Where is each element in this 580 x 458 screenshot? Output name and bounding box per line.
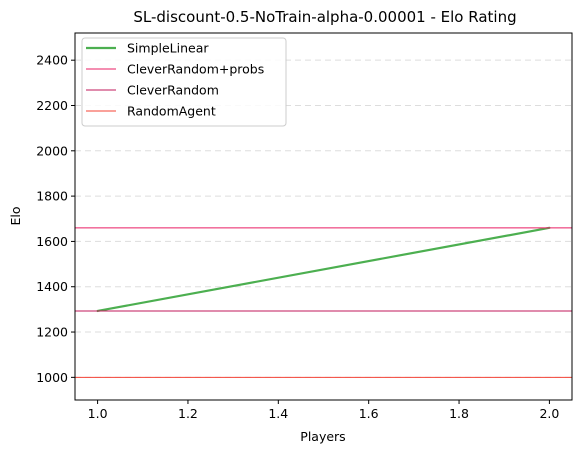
x-tick-label: 1.2 bbox=[178, 406, 198, 421]
axis-ticks: 1000 1200 1400 1600 1800 2000 2200 2400 1.0 1.2 1.… bbox=[36, 53, 559, 421]
y-tick-label: 1600 bbox=[36, 234, 68, 249]
y-tick-label: 1400 bbox=[36, 279, 68, 294]
series-line-simplelinear bbox=[96, 226, 551, 313]
legend-label-cleverrandom: CleverRandom bbox=[127, 83, 219, 98]
legend-label-simplelinear: SimpleLinear bbox=[127, 41, 209, 56]
y-tick-label: 1200 bbox=[36, 325, 68, 340]
y-axis-label: Elo bbox=[8, 206, 23, 225]
y-tick-label: 2200 bbox=[36, 98, 68, 113]
y-tick-label: 1800 bbox=[36, 189, 68, 204]
x-tick-label: 1.4 bbox=[268, 406, 288, 421]
legend: SimpleLinear CleverRandom+probs CleverRand… bbox=[81, 37, 287, 127]
x-tick-label: 1.6 bbox=[359, 406, 379, 421]
x-tick-label: 1.0 bbox=[88, 406, 108, 421]
plot-frame bbox=[74, 32, 573, 401]
series-lines bbox=[75, 226, 572, 378]
x-tick-label: 2.0 bbox=[539, 406, 559, 421]
x-axis-label: Players bbox=[300, 429, 345, 444]
legend-box bbox=[81, 37, 287, 127]
y-tick-label: 2400 bbox=[36, 53, 68, 68]
x-tick-label: 1.8 bbox=[449, 406, 469, 421]
legend-label-randomagent: RandomAgent bbox=[127, 104, 216, 119]
y-tick-label: 2000 bbox=[36, 143, 68, 158]
chart-title: SL-discount-0.5-NoTrain-alpha-0.00001 - … bbox=[133, 8, 516, 26]
legend-label-cleverrandom-probs: CleverRandom+probs bbox=[127, 62, 264, 77]
y-tick-label: 1000 bbox=[36, 370, 68, 385]
